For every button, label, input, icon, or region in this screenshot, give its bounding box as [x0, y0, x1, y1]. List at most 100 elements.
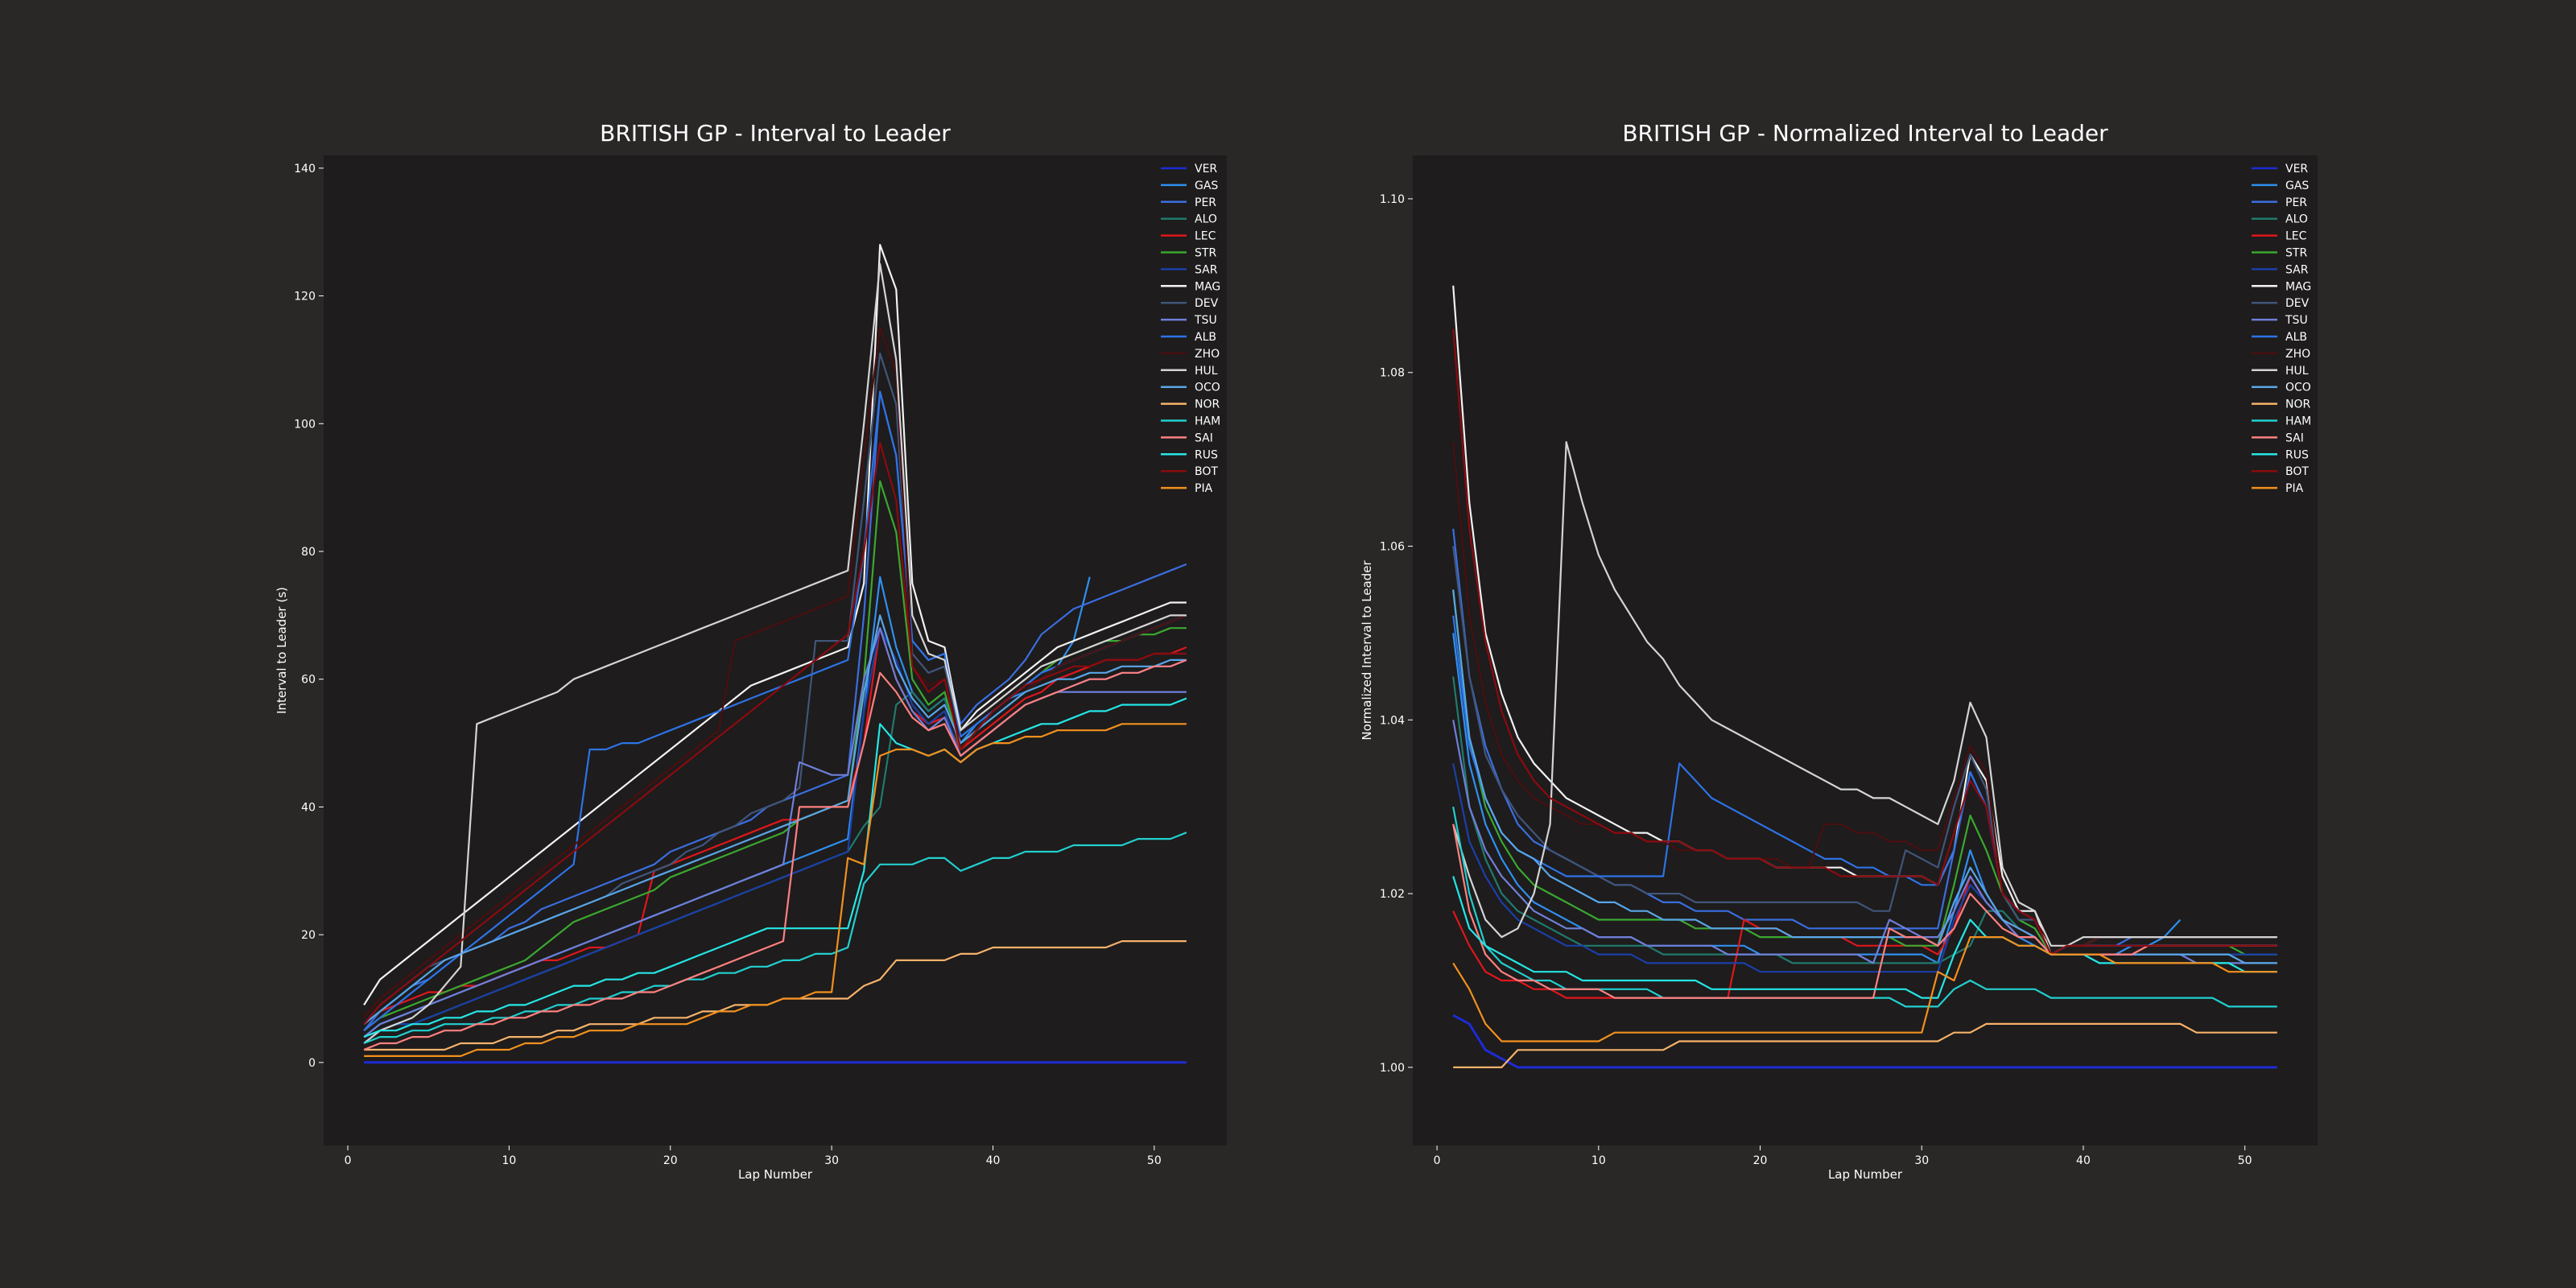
- series-line-hul: [1452, 441, 2277, 947]
- legend-label: BOT: [1195, 465, 1218, 478]
- legend-entry-oco: OCO: [1161, 382, 1220, 394]
- x-ticks: 0 10 20 30 40 50: [345, 1146, 1162, 1167]
- series-line-hul: [363, 262, 1187, 1044]
- series-line-ver: [1452, 1013, 2277, 1069]
- legend-label: DEV: [2285, 297, 2310, 310]
- legend-label: STR: [2285, 247, 2307, 260]
- x-tick-label: 40: [986, 1154, 1001, 1167]
- legend-entry-nor: NOR: [1161, 398, 1220, 411]
- legend-entry-per: PER: [1161, 196, 1216, 209]
- legend-entry-sar: SAR: [2252, 263, 2309, 276]
- y-ticks: 0 20 40 60 80 100 120 140: [294, 163, 324, 1070]
- legend-label: ALB: [2285, 331, 2307, 344]
- series-lines: [1452, 285, 2277, 1069]
- x-tick-label: 20: [1753, 1154, 1768, 1167]
- legend-label: GAS: [1195, 180, 1218, 192]
- y-tick-label: 1.10: [1380, 193, 1405, 206]
- legend-entry-alo: ALO: [1161, 213, 1217, 226]
- legend-label: HUL: [1195, 365, 1218, 378]
- legend-entry-pia: PIA: [1161, 482, 1213, 495]
- y-tick-label: 120: [294, 291, 316, 303]
- y-tick-label: 20: [301, 929, 316, 942]
- x-tick-label: 40: [2076, 1154, 2091, 1167]
- legend-label: VER: [1195, 163, 1217, 175]
- legend-entry-alb: ALB: [1161, 331, 1216, 344]
- legend-label: SAI: [1195, 431, 1213, 444]
- x-tick-label: 20: [663, 1154, 678, 1167]
- legend-entry-gas: GAS: [1161, 180, 1218, 192]
- legend-entry-zho: ZHO: [2252, 348, 2310, 361]
- series-line-mag: [363, 244, 1187, 1005]
- legend-label: RUS: [1195, 448, 1218, 461]
- legend-label: ALB: [1195, 331, 1216, 344]
- y-axis-label: Interval to Leader (s): [275, 587, 289, 714]
- legend-entry-sai: SAI: [2252, 431, 2304, 444]
- series-line-rus: [363, 697, 1187, 1038]
- legend-label: PER: [1195, 196, 1216, 209]
- legend-entry-hul: HUL: [2252, 365, 2309, 378]
- legend-label: HAM: [2285, 415, 2311, 428]
- legend-label: ZHO: [1195, 348, 1220, 361]
- legend-entry-ver: VER: [1161, 163, 1217, 175]
- legend-label: NOR: [2285, 398, 2310, 411]
- x-axis-label: Lap Number: [1828, 1167, 1903, 1182]
- legend-entry-tsu: TSU: [2252, 314, 2308, 327]
- legend-entry-per: PER: [2252, 196, 2307, 209]
- legend-label: TSU: [1194, 314, 1217, 327]
- legend-entry-lec: LEC: [1161, 230, 1216, 243]
- legend-label: HAM: [1195, 415, 1220, 428]
- x-ticks: 0 10 20 30 40 50: [1434, 1146, 2252, 1167]
- legend-label: RUS: [2285, 448, 2309, 461]
- y-tick-label: 60: [301, 674, 316, 687]
- chart-normalized-interval: BRITISH GP - Normalized Interval to Lead…: [1360, 120, 2318, 1182]
- legend-entry-dev: DEV: [2252, 297, 2310, 310]
- legend-label: MAG: [1195, 280, 1220, 293]
- legend-label: PIA: [1195, 482, 1213, 495]
- legend-entry-str: STR: [2252, 247, 2307, 260]
- legend-label: ALO: [2285, 213, 2308, 226]
- x-tick-label: 10: [1591, 1154, 1606, 1167]
- x-tick-label: 10: [502, 1154, 516, 1167]
- legend-label: SAI: [2285, 431, 2304, 444]
- legend-label: SAR: [1195, 263, 1218, 276]
- series-line-nor: [1453, 1022, 2277, 1068]
- x-axis-label: Lap Number: [738, 1167, 813, 1182]
- x-tick-label: 0: [1434, 1154, 1441, 1167]
- legend-entry-bot: BOT: [2252, 465, 2309, 478]
- series-line-bot: [1452, 328, 2277, 956]
- y-tick-label: 100: [294, 418, 316, 431]
- legend-label: ALO: [1195, 213, 1217, 226]
- y-ticks: 1.00 1.02 1.04 1.06 1.08 1.10: [1380, 193, 1413, 1075]
- legend-label: OCO: [2285, 382, 2311, 394]
- legend-entry-mag: MAG: [1161, 280, 1220, 293]
- legend-entry-alb: ALB: [2252, 331, 2307, 344]
- legend-label: VER: [2285, 163, 2308, 175]
- legend-entry-hul: HUL: [1161, 365, 1218, 378]
- legend-entry-sai: SAI: [1161, 431, 1213, 444]
- series-line-zho: [363, 327, 1187, 1019]
- legend-label: PIA: [2285, 482, 2304, 495]
- series-line-ham: [363, 832, 1187, 1045]
- legend-entry-ver: VER: [2252, 163, 2308, 175]
- series-line-oco: [363, 614, 1187, 1026]
- chart-title: BRITISH GP - Interval to Leader: [600, 120, 951, 147]
- legend-entry-str: STR: [1161, 247, 1216, 260]
- x-tick-label: 50: [2238, 1154, 2252, 1167]
- legend: VER GAS PER ALO LEC STR SAR MAG DEV TSU ALB ZHO HUL O…: [1161, 163, 1220, 495]
- legend-entry-lec: LEC: [2252, 230, 2307, 243]
- series-line-sai: [1452, 824, 2277, 999]
- axes-background: [1413, 155, 2318, 1146]
- y-tick-label: 1.02: [1380, 888, 1405, 901]
- legend-entry-gas: GAS: [2252, 180, 2309, 192]
- legend-label: STR: [1195, 247, 1216, 260]
- legend-label: SAR: [2285, 263, 2309, 276]
- legend-label: HUL: [2285, 365, 2309, 378]
- legend-label: GAS: [2285, 180, 2309, 192]
- x-tick-label: 50: [1147, 1154, 1162, 1167]
- legend-label: TSU: [2285, 314, 2308, 327]
- axes-background: [324, 155, 1227, 1146]
- legend-label: MAG: [2285, 280, 2311, 293]
- legend-entry-nor: NOR: [2252, 398, 2310, 411]
- legend-entry-oco: OCO: [2252, 382, 2311, 394]
